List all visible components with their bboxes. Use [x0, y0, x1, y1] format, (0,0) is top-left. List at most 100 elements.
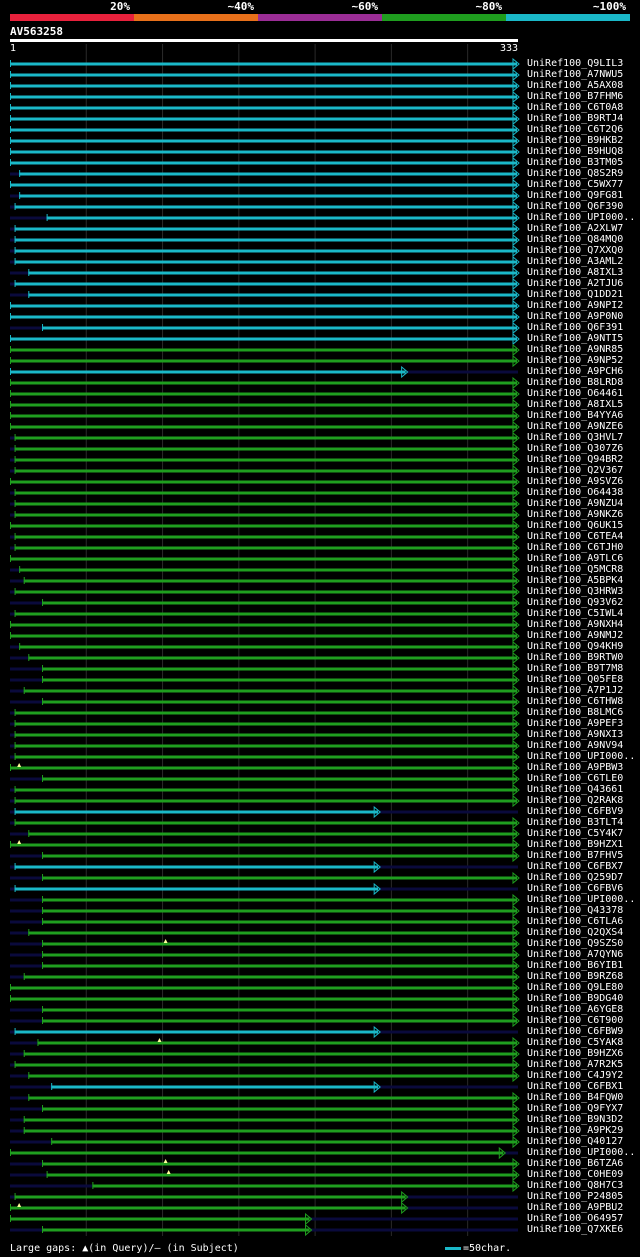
hit-label[interactable]: UniRef100_A9P0N0: [527, 311, 624, 322]
hit-label[interactable]: UniRef100_C6TLA6: [527, 916, 624, 927]
hit-label[interactable]: UniRef100_A8IXL5: [527, 399, 624, 410]
hit-label[interactable]: UniRef100_C5YAK8: [527, 1037, 624, 1048]
hit-label[interactable]: UniRef100_A7R2K5: [527, 1059, 624, 1070]
hit-label[interactable]: UniRef100_A7P1J2: [527, 685, 624, 696]
hit-label[interactable]: UniRef100_Q3HVL7: [527, 432, 624, 443]
hit-label[interactable]: UniRef100_C6T2Q6: [527, 124, 624, 135]
hit-label[interactable]: UniRef100_C4J9Y2: [527, 1070, 624, 1081]
hit-label[interactable]: UniRef100_A9TLC6: [527, 553, 624, 564]
hit-label[interactable]: UniRef100_Q84MQ0: [527, 234, 624, 245]
hit-label[interactable]: UniRef100_Q8S2R9: [527, 168, 624, 179]
hit-label[interactable]: UniRef100_B6YIB1: [527, 960, 624, 971]
hit-label[interactable]: UniRef100_C6THW8: [527, 696, 624, 707]
hit-label[interactable]: UniRef100_Q9LE80: [527, 982, 624, 993]
hit-label[interactable]: UniRef100_C6FBV6: [527, 883, 624, 894]
hit-label[interactable]: UniRef100_Q6F390: [527, 201, 624, 212]
hit-label[interactable]: UniRef100_Q1DD21: [527, 289, 624, 300]
hit-label[interactable]: UniRef100_UPI000..: [527, 212, 636, 223]
hit-label[interactable]: UniRef100_A7NWU5: [527, 69, 624, 80]
hit-label[interactable]: UniRef100_C6FBX7: [527, 861, 624, 872]
hit-label[interactable]: UniRef100_Q40127: [527, 1136, 624, 1147]
hit-label[interactable]: UniRef100_A9NXH4: [527, 619, 624, 630]
hit-label[interactable]: UniRef100_C5Y4K7: [527, 828, 624, 839]
hit-label[interactable]: UniRef100_C6FBV9: [527, 806, 624, 817]
hit-label[interactable]: UniRef100_O64461: [527, 388, 624, 399]
hit-label[interactable]: UniRef100_B8LRD8: [527, 377, 624, 388]
hit-label[interactable]: UniRef100_B9RTJ4: [527, 113, 624, 124]
hit-label[interactable]: UniRef100_B9HZX6: [527, 1048, 624, 1059]
hit-label[interactable]: UniRef100_Q94BR2: [527, 454, 624, 465]
hit-label[interactable]: UniRef100_Q2RAK8: [527, 795, 624, 806]
hit-label[interactable]: UniRef100_A3AML2: [527, 256, 624, 267]
hit-label[interactable]: UniRef100_Q5MCR8: [527, 564, 624, 575]
hit-label[interactable]: UniRef100_Q259D7: [527, 872, 624, 883]
hit-label[interactable]: UniRef100_Q2QXS4: [527, 927, 624, 938]
hit-label[interactable]: UniRef100_B9HUQ8: [527, 146, 624, 157]
hit-label[interactable]: UniRef100_C5WX77: [527, 179, 624, 190]
hit-label[interactable]: UniRef100_B6TZA6: [527, 1158, 624, 1169]
hit-label[interactable]: UniRef100_Q9FYX7: [527, 1103, 624, 1114]
hit-label[interactable]: UniRef100_O64438: [527, 487, 624, 498]
hit-label[interactable]: UniRef100_A5BPK4: [527, 575, 624, 586]
hit-label[interactable]: UniRef100_UPI000..: [527, 894, 636, 905]
hit-label[interactable]: UniRef100_Q6UK15: [527, 520, 624, 531]
hit-label[interactable]: UniRef100_B4FQW0: [527, 1092, 624, 1103]
hit-label[interactable]: UniRef100_B7FHV5: [527, 850, 624, 861]
hit-label[interactable]: UniRef100_A7QYN6: [527, 949, 624, 960]
hit-label[interactable]: UniRef100_Q2V367: [527, 465, 624, 476]
hit-label[interactable]: UniRef100_B9HKB2: [527, 135, 624, 146]
hit-label[interactable]: UniRef100_C6FBX1: [527, 1081, 624, 1092]
hit-label[interactable]: UniRef100_A2TJU6: [527, 278, 624, 289]
hit-label[interactable]: UniRef100_Q94KH9: [527, 641, 624, 652]
hit-label[interactable]: UniRef100_P24805: [527, 1191, 624, 1202]
hit-label[interactable]: UniRef100_Q9LIL3: [527, 58, 624, 69]
hit-label[interactable]: UniRef100_Q93V62: [527, 597, 624, 608]
hit-label[interactable]: UniRef100_C6T900: [527, 1015, 624, 1026]
hit-label[interactable]: UniRef100_A9NKZ6: [527, 509, 624, 520]
hit-label[interactable]: UniRef100_C6TLE0: [527, 773, 624, 784]
hit-label[interactable]: UniRef100_A9NMJ2: [527, 630, 624, 641]
hit-label[interactable]: UniRef100_B9T7M8: [527, 663, 624, 674]
hit-label[interactable]: UniRef100_A5AX08: [527, 80, 624, 91]
hit-label[interactable]: UniRef100_Q7XXQ0: [527, 245, 624, 256]
hit-label[interactable]: UniRef100_A2XLW7: [527, 223, 624, 234]
hit-label[interactable]: UniRef100_B3TM05: [527, 157, 624, 168]
hit-label[interactable]: UniRef100_B8LMC6: [527, 707, 624, 718]
hit-label[interactable]: UniRef100_B9DG40: [527, 993, 624, 1004]
hit-label[interactable]: UniRef100_UPI000..: [527, 751, 636, 762]
hit-label[interactable]: UniRef100_C6TJH0: [527, 542, 624, 553]
hit-label[interactable]: UniRef100_A9NR85: [527, 344, 624, 355]
hit-label[interactable]: UniRef100_Q9FG81: [527, 190, 624, 201]
hit-label[interactable]: UniRef100_A9PEF3: [527, 718, 624, 729]
hit-label[interactable]: UniRef100_B7FHM6: [527, 91, 624, 102]
hit-label[interactable]: UniRef100_Q3HRW3: [527, 586, 624, 597]
hit-label[interactable]: UniRef100_C6TEA4: [527, 531, 624, 542]
hit-label[interactable]: UniRef100_A9PBU2: [527, 1202, 624, 1213]
hit-label[interactable]: UniRef100_B4YYA6: [527, 410, 624, 421]
hit-label[interactable]: UniRef100_C5IWL4: [527, 608, 624, 619]
hit-label[interactable]: UniRef100_A6YGE8: [527, 1004, 624, 1015]
hit-label[interactable]: UniRef100_B9RZ68: [527, 971, 624, 982]
hit-label[interactable]: UniRef100_B9RTW0: [527, 652, 624, 663]
hit-label[interactable]: UniRef100_B9N3D2: [527, 1114, 624, 1125]
hit-label[interactable]: UniRef100_O64957: [527, 1213, 624, 1224]
hit-label[interactable]: UniRef100_A9PBW3: [527, 762, 624, 773]
hit-label[interactable]: UniRef100_A8IXL3: [527, 267, 624, 278]
hit-label[interactable]: UniRef100_Q8H7C3: [527, 1180, 624, 1191]
hit-label[interactable]: UniRef100_UPI000..: [527, 1147, 636, 1158]
hit-label[interactable]: UniRef100_B9HZX1: [527, 839, 624, 850]
hit-label[interactable]: UniRef100_A9NTI5: [527, 333, 624, 344]
hit-label[interactable]: UniRef100_Q307Z6: [527, 443, 624, 454]
hit-label[interactable]: UniRef100_A9NZU4: [527, 498, 624, 509]
hit-label[interactable]: UniRef100_Q9SZS0: [527, 938, 624, 949]
hit-label[interactable]: UniRef100_A9NV94: [527, 740, 624, 751]
hit-label[interactable]: UniRef100_A9SVZ6: [527, 476, 624, 487]
hit-label[interactable]: UniRef100_Q43378: [527, 905, 624, 916]
hit-label[interactable]: UniRef100_Q7XKE6: [527, 1224, 624, 1235]
hit-label[interactable]: UniRef100_A9NPI2: [527, 300, 624, 311]
hit-label[interactable]: UniRef100_C6T0A8: [527, 102, 624, 113]
hit-label[interactable]: UniRef100_A9NXI3: [527, 729, 624, 740]
hit-label[interactable]: UniRef100_A9PCH6: [527, 366, 624, 377]
hit-label[interactable]: UniRef100_Q43661: [527, 784, 624, 795]
hit-label[interactable]: UniRef100_A9PK29: [527, 1125, 624, 1136]
